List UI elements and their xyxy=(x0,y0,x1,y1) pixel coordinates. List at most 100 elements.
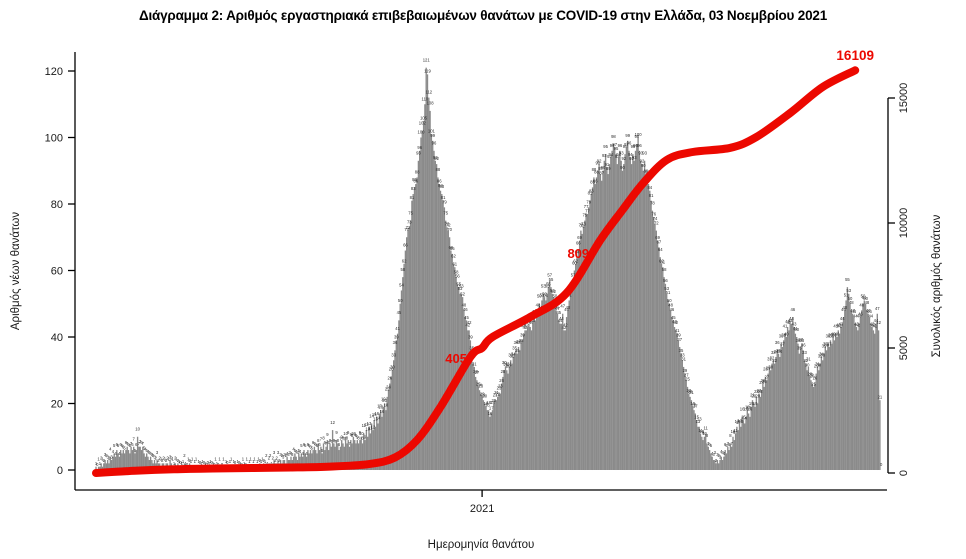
bar-label: 9 xyxy=(364,434,367,439)
bar-label: 95 xyxy=(603,144,608,149)
bar xyxy=(372,430,374,470)
bar-label: 8 xyxy=(333,438,336,443)
bar xyxy=(350,440,352,470)
bar xyxy=(430,134,433,471)
bar-label: 1 xyxy=(164,456,167,461)
bar xyxy=(117,453,119,471)
bar-label: 27 xyxy=(764,375,769,380)
bar-label: 92 xyxy=(434,156,439,161)
bar-label: 1 xyxy=(214,456,217,461)
bar xyxy=(118,456,121,470)
bar xyxy=(321,453,323,471)
bar xyxy=(611,150,613,471)
bar-label: 1 xyxy=(256,459,259,464)
bar-label: 22 xyxy=(480,391,485,396)
bar-label: 4 xyxy=(292,447,295,452)
bar-label: 17 xyxy=(377,403,382,408)
bar-label: 3 xyxy=(287,452,290,457)
bar-label: 27 xyxy=(809,372,814,377)
bar xyxy=(668,303,670,470)
bar-label: 4 xyxy=(290,451,293,456)
bar xyxy=(792,317,794,470)
bar xyxy=(442,200,444,470)
bar xyxy=(836,337,838,470)
bar xyxy=(608,164,611,470)
bar-label: 43 xyxy=(785,319,790,324)
bar xyxy=(624,154,626,471)
bar xyxy=(347,440,349,470)
bar-label: 6 xyxy=(708,442,711,447)
bar-label: 95 xyxy=(631,144,636,149)
bar-label: 8 xyxy=(706,433,709,438)
bar xyxy=(686,386,689,471)
bar xyxy=(801,343,803,470)
bar-label: 30 xyxy=(390,365,395,370)
bar-label: 2 xyxy=(276,455,279,460)
bar xyxy=(682,366,685,471)
bar-label: 16 xyxy=(374,411,379,416)
bar-label: 38 xyxy=(519,338,524,343)
bar-label: 18 xyxy=(485,402,490,407)
bar-label: 2 xyxy=(170,455,173,460)
bar xyxy=(385,410,387,470)
bar xyxy=(582,227,585,470)
bar-label: 32 xyxy=(818,353,823,358)
bar-label: 73 xyxy=(581,222,586,227)
bar-label: 39 xyxy=(781,332,786,337)
bar-label: 1 xyxy=(198,459,201,464)
bar-label: 25 xyxy=(476,381,481,386)
bar xyxy=(828,346,830,471)
bar-label: 6 xyxy=(127,442,130,447)
bar-label: 53 xyxy=(459,284,464,289)
bar xyxy=(121,453,123,471)
bar-label: 5 xyxy=(308,443,311,448)
bar-label: 31 xyxy=(681,357,686,362)
bar-label: 4 xyxy=(118,451,121,456)
bar-label: 1 xyxy=(99,461,102,466)
bar-label: 9 xyxy=(335,430,338,435)
bar xyxy=(565,317,568,470)
bar-label: 36 xyxy=(775,340,780,345)
bar-label: 41 xyxy=(872,323,877,328)
bar xyxy=(545,300,547,470)
bar-label: 3 xyxy=(151,452,154,457)
bar-label: 42 xyxy=(529,320,534,325)
bar xyxy=(642,170,644,470)
bar-label: 3 xyxy=(277,450,280,455)
bar-label: 3 xyxy=(156,450,159,455)
bar xyxy=(738,423,741,470)
bar-label: 35 xyxy=(679,348,684,353)
bar xyxy=(783,340,785,470)
bar-label: 39 xyxy=(676,332,681,337)
bar xyxy=(525,330,527,470)
bar xyxy=(317,443,319,470)
bar-label: 2 xyxy=(263,458,266,463)
bar-label: 61 xyxy=(660,259,665,264)
bar-label: 7 xyxy=(142,441,145,446)
left-axis-tick-label: 0 xyxy=(57,465,63,477)
bar-label: 51 xyxy=(543,293,548,298)
bar xyxy=(450,250,452,470)
bar-label: 26 xyxy=(387,376,392,381)
right-axis: 0 5000 10000 15000 Συνολικός αριθμός θανάτων xyxy=(887,83,943,476)
bar-label: 39 xyxy=(832,332,837,337)
bar xyxy=(747,413,750,471)
bar-label: 24 xyxy=(477,382,482,387)
bar xyxy=(393,360,395,470)
bar-label: 36 xyxy=(393,340,398,345)
bar-label: 1 xyxy=(225,459,228,464)
bar-label: 28 xyxy=(763,367,768,372)
bar xyxy=(294,453,296,471)
bar xyxy=(512,356,514,470)
bar xyxy=(432,140,434,470)
bar-label: 20 xyxy=(751,393,756,398)
bar xyxy=(647,184,650,471)
bar xyxy=(798,353,800,471)
bar-label: 51 xyxy=(540,293,545,298)
bar xyxy=(655,230,657,470)
bar-label: 2 xyxy=(159,455,162,460)
bar xyxy=(846,287,849,471)
bar-label: 5 xyxy=(121,443,124,448)
bar-label: 35 xyxy=(822,343,827,348)
chart-title: Διάγραμμα 2: Αριθμός εργαστηριακά επιβεβ… xyxy=(138,8,828,23)
